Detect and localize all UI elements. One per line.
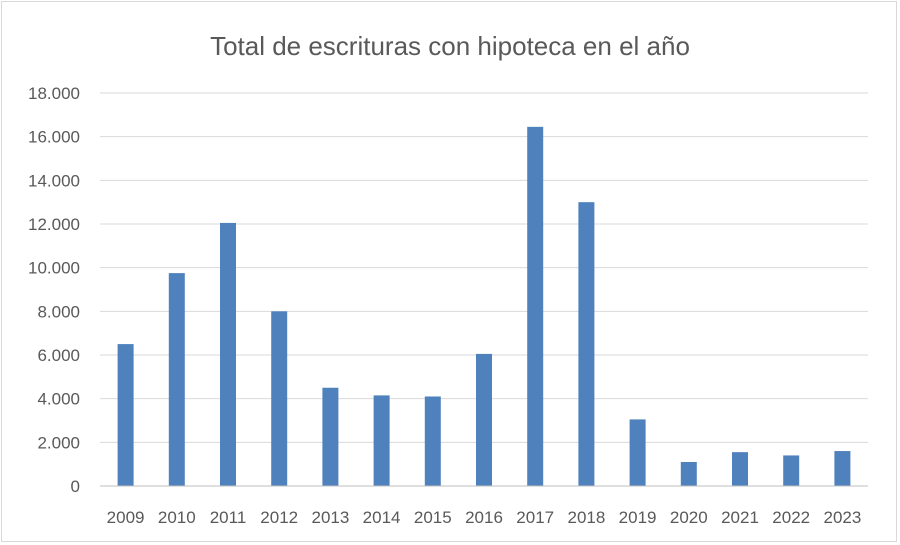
bar-2021 — [732, 452, 748, 486]
chart-title: Total de escrituras con hipoteca en el a… — [210, 31, 690, 61]
y-tick-label: 4.000 — [37, 390, 80, 409]
bars — [117, 126, 851, 487]
y-tick-label: 16.000 — [28, 128, 80, 147]
bar-2013 — [322, 387, 339, 486]
x-tick-label: 2012 — [260, 508, 298, 527]
bar-2010 — [168, 273, 185, 486]
y-tick-label: 8.000 — [37, 302, 80, 321]
bar-2016 — [476, 353, 492, 486]
y-tick-label: 0 — [71, 477, 80, 496]
y-tick-label: 12.000 — [28, 215, 80, 234]
x-tick-label: 2018 — [567, 508, 605, 527]
bar-2012 — [271, 311, 288, 486]
x-tick-label: 2016 — [465, 508, 503, 527]
x-tick-label: 2020 — [670, 508, 708, 527]
x-tick-label: 2011 — [210, 508, 247, 527]
y-tick-label: 2.000 — [37, 433, 80, 452]
x-axis-tick-labels: 2009 2010 2011 2012 2013 2014 2015 2016 2017 2018… — [107, 508, 862, 527]
bar-2020 — [680, 461, 697, 486]
y-axis-tick-labels: 0 2.000 4.000 6.000 8.000 10.000 12.000 14.000 1… — [28, 84, 80, 496]
bar-2022 — [783, 455, 800, 486]
x-tick-label: 2013 — [311, 508, 349, 527]
bar-2011 — [220, 222, 236, 487]
y-tick-label: 6.000 — [37, 346, 80, 365]
x-tick-label: 2014 — [363, 508, 401, 527]
bar-2019 — [629, 419, 646, 486]
x-tick-label: 2015 — [414, 508, 452, 527]
y-tick-label: 14.000 — [28, 171, 80, 190]
bar-2018 — [578, 202, 595, 486]
x-tick-label: 2017 — [516, 508, 554, 527]
x-tick-label: 2019 — [619, 508, 657, 527]
x-tick-label: 2023 — [823, 508, 861, 527]
x-tick-label: 2009 — [107, 508, 145, 527]
x-tick-label: 2010 — [158, 508, 196, 527]
bar-2009 — [117, 344, 134, 486]
bar-2023 — [834, 451, 851, 486]
y-tick-label: 18.000 — [28, 84, 80, 103]
bar-2015 — [424, 396, 441, 486]
bar-2014 — [373, 395, 390, 486]
bar-2017 — [527, 126, 544, 486]
x-tick-label: 2021 — [721, 508, 759, 527]
x-tick-label: 2022 — [772, 508, 810, 527]
y-tick-label: 10.000 — [28, 259, 80, 278]
